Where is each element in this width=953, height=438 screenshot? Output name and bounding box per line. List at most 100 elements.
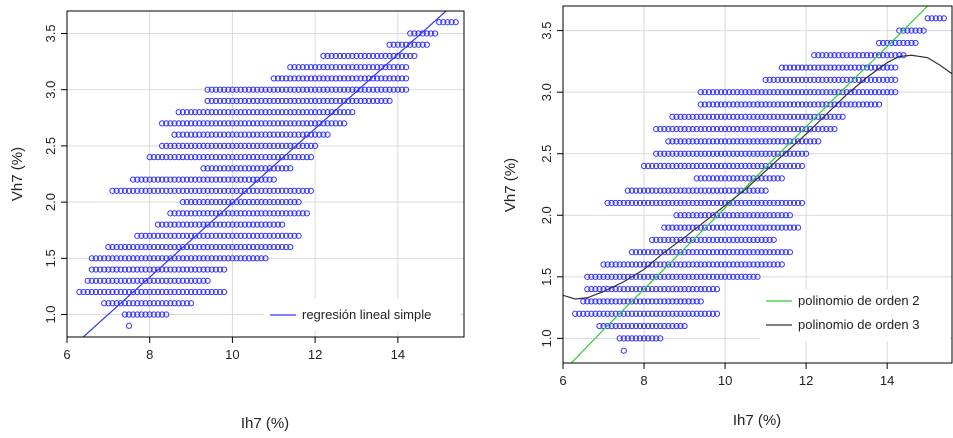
data-point xyxy=(847,64,854,71)
data-point xyxy=(689,162,696,170)
data-point xyxy=(146,187,153,194)
data-point xyxy=(390,86,397,93)
data-point xyxy=(254,86,261,93)
data-point xyxy=(328,120,335,127)
data-point xyxy=(713,175,721,182)
data-point xyxy=(636,199,644,207)
data-point xyxy=(312,120,319,127)
data-point xyxy=(216,221,224,228)
data-point xyxy=(175,120,182,127)
data-point xyxy=(303,109,310,116)
data-point xyxy=(644,187,652,194)
data-point xyxy=(754,236,761,243)
data-point xyxy=(766,199,773,207)
data-point xyxy=(819,113,826,120)
data-point xyxy=(721,224,729,231)
data-point xyxy=(241,109,248,116)
data-point xyxy=(632,298,640,305)
data-point xyxy=(730,212,737,219)
data-point xyxy=(734,89,741,96)
data-point xyxy=(171,176,178,183)
data-point xyxy=(287,64,294,71)
data-point xyxy=(661,199,668,207)
data-point xyxy=(192,131,199,138)
data-point xyxy=(766,89,773,96)
data-point xyxy=(295,154,302,161)
data-point xyxy=(628,322,635,330)
data-point xyxy=(369,52,377,60)
data-point xyxy=(278,154,286,161)
data-point xyxy=(815,76,822,83)
data-point xyxy=(183,187,191,194)
data-point xyxy=(291,154,298,161)
data-point xyxy=(766,150,773,157)
data-point xyxy=(701,187,708,194)
data-point xyxy=(171,142,178,149)
data-point xyxy=(888,64,895,71)
data-point xyxy=(717,187,725,194)
data-point xyxy=(790,64,798,71)
data-point xyxy=(750,175,757,182)
data-point xyxy=(624,298,631,305)
data-point xyxy=(150,232,157,239)
data-point xyxy=(121,277,129,284)
data-point xyxy=(669,298,676,305)
data-point xyxy=(628,199,635,207)
data-point xyxy=(167,210,174,217)
data-point xyxy=(717,199,725,207)
data-point xyxy=(295,210,302,217)
data-point xyxy=(117,266,124,273)
data-point xyxy=(697,273,704,280)
data-point xyxy=(762,249,769,256)
data-point xyxy=(677,187,684,194)
data-point xyxy=(303,86,310,93)
data-point xyxy=(225,232,232,239)
data-point xyxy=(183,255,191,262)
data-point xyxy=(738,89,745,96)
data-point xyxy=(163,120,170,127)
data-point xyxy=(628,261,635,268)
data-point xyxy=(154,288,162,296)
data-point xyxy=(262,120,269,127)
data-point xyxy=(632,249,640,256)
data-point xyxy=(920,27,927,34)
data-point xyxy=(221,131,228,138)
data-point xyxy=(283,210,290,217)
data-point xyxy=(734,101,741,108)
data-point xyxy=(644,273,652,280)
data-point xyxy=(196,266,203,273)
data-point xyxy=(685,224,692,231)
data-point xyxy=(811,113,818,120)
data-point xyxy=(154,176,162,183)
data-point xyxy=(908,39,915,47)
data-point xyxy=(766,101,773,108)
data-point xyxy=(592,310,599,317)
data-point xyxy=(312,97,319,105)
data-point xyxy=(105,243,112,251)
data-point xyxy=(750,89,757,96)
data-point xyxy=(212,109,219,116)
data-point xyxy=(644,322,652,330)
left-y-ticks: 1.01.52.02.53.03.5 xyxy=(43,24,67,324)
data-point xyxy=(187,199,195,206)
data-point xyxy=(167,288,174,296)
data-point xyxy=(88,277,95,284)
right-legend: polinomio de orden 2 polinomio de orden … xyxy=(760,289,950,341)
data-point xyxy=(154,154,162,161)
data-point xyxy=(270,221,277,228)
data-point xyxy=(287,142,294,149)
data-point xyxy=(750,138,757,145)
data-point xyxy=(142,288,149,296)
data-point xyxy=(427,30,435,37)
data-point xyxy=(212,187,219,194)
data-point xyxy=(324,131,331,138)
data-point xyxy=(138,288,145,296)
data-point xyxy=(823,126,830,133)
data-point xyxy=(192,266,199,273)
data-point xyxy=(823,52,830,59)
data-point xyxy=(163,176,170,183)
data-point xyxy=(713,187,721,194)
data-point xyxy=(142,255,149,262)
y-tick-label: 1.5 xyxy=(539,268,554,286)
data-point xyxy=(278,109,286,116)
